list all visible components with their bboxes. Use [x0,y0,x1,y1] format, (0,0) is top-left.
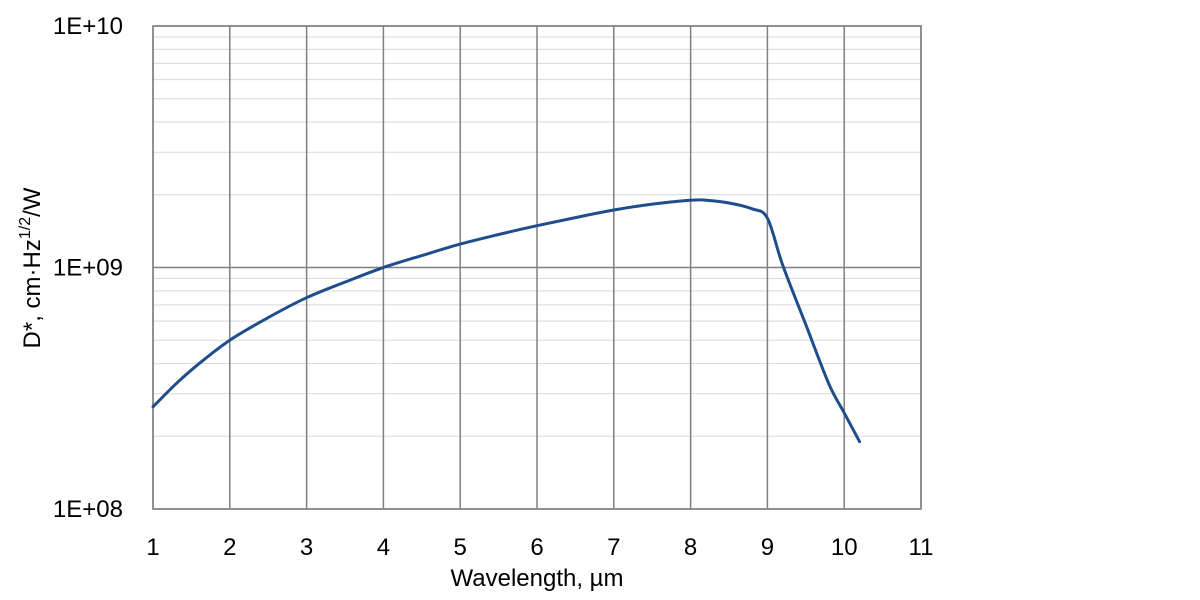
y-tick-label: 1E+10 [53,13,123,40]
x-tick-label: 7 [607,534,620,561]
x-tick-label: 11 [909,534,934,561]
x-tick-label: 2 [223,534,236,561]
x-tick-label: 1 [146,534,159,561]
y-tick-labels: 1E+08 1E+09 1E+10 [53,13,123,523]
y-axis-title-main: D*, cm·Hz [19,239,46,348]
plot-area [152,25,922,510]
series-layer [151,198,862,444]
y-axis-title-superscript: 1/2 [17,217,34,239]
x-tick-labels: 1 2 3 4 5 6 7 8 9 10 11 [146,534,933,561]
x-tick-label: 5 [454,534,467,561]
x-tick-label: 9 [761,534,774,561]
series-line [151,198,862,444]
x-tick-label: 4 [377,534,390,561]
y-tick-label: 1E+09 [53,255,123,282]
x-tick-label: 3 [300,534,313,561]
x-tick-label: 10 [831,534,858,561]
x-tick-label: 8 [684,534,697,561]
x-tick-label: 6 [530,534,543,561]
y-axis-title: D*, cm·Hz1/2/W [17,187,46,348]
y-tick-label: 1E+08 [53,496,123,523]
x-axis-title: Wavelength, µm [450,565,623,592]
y-axis-title-suffix: /W [19,187,46,217]
